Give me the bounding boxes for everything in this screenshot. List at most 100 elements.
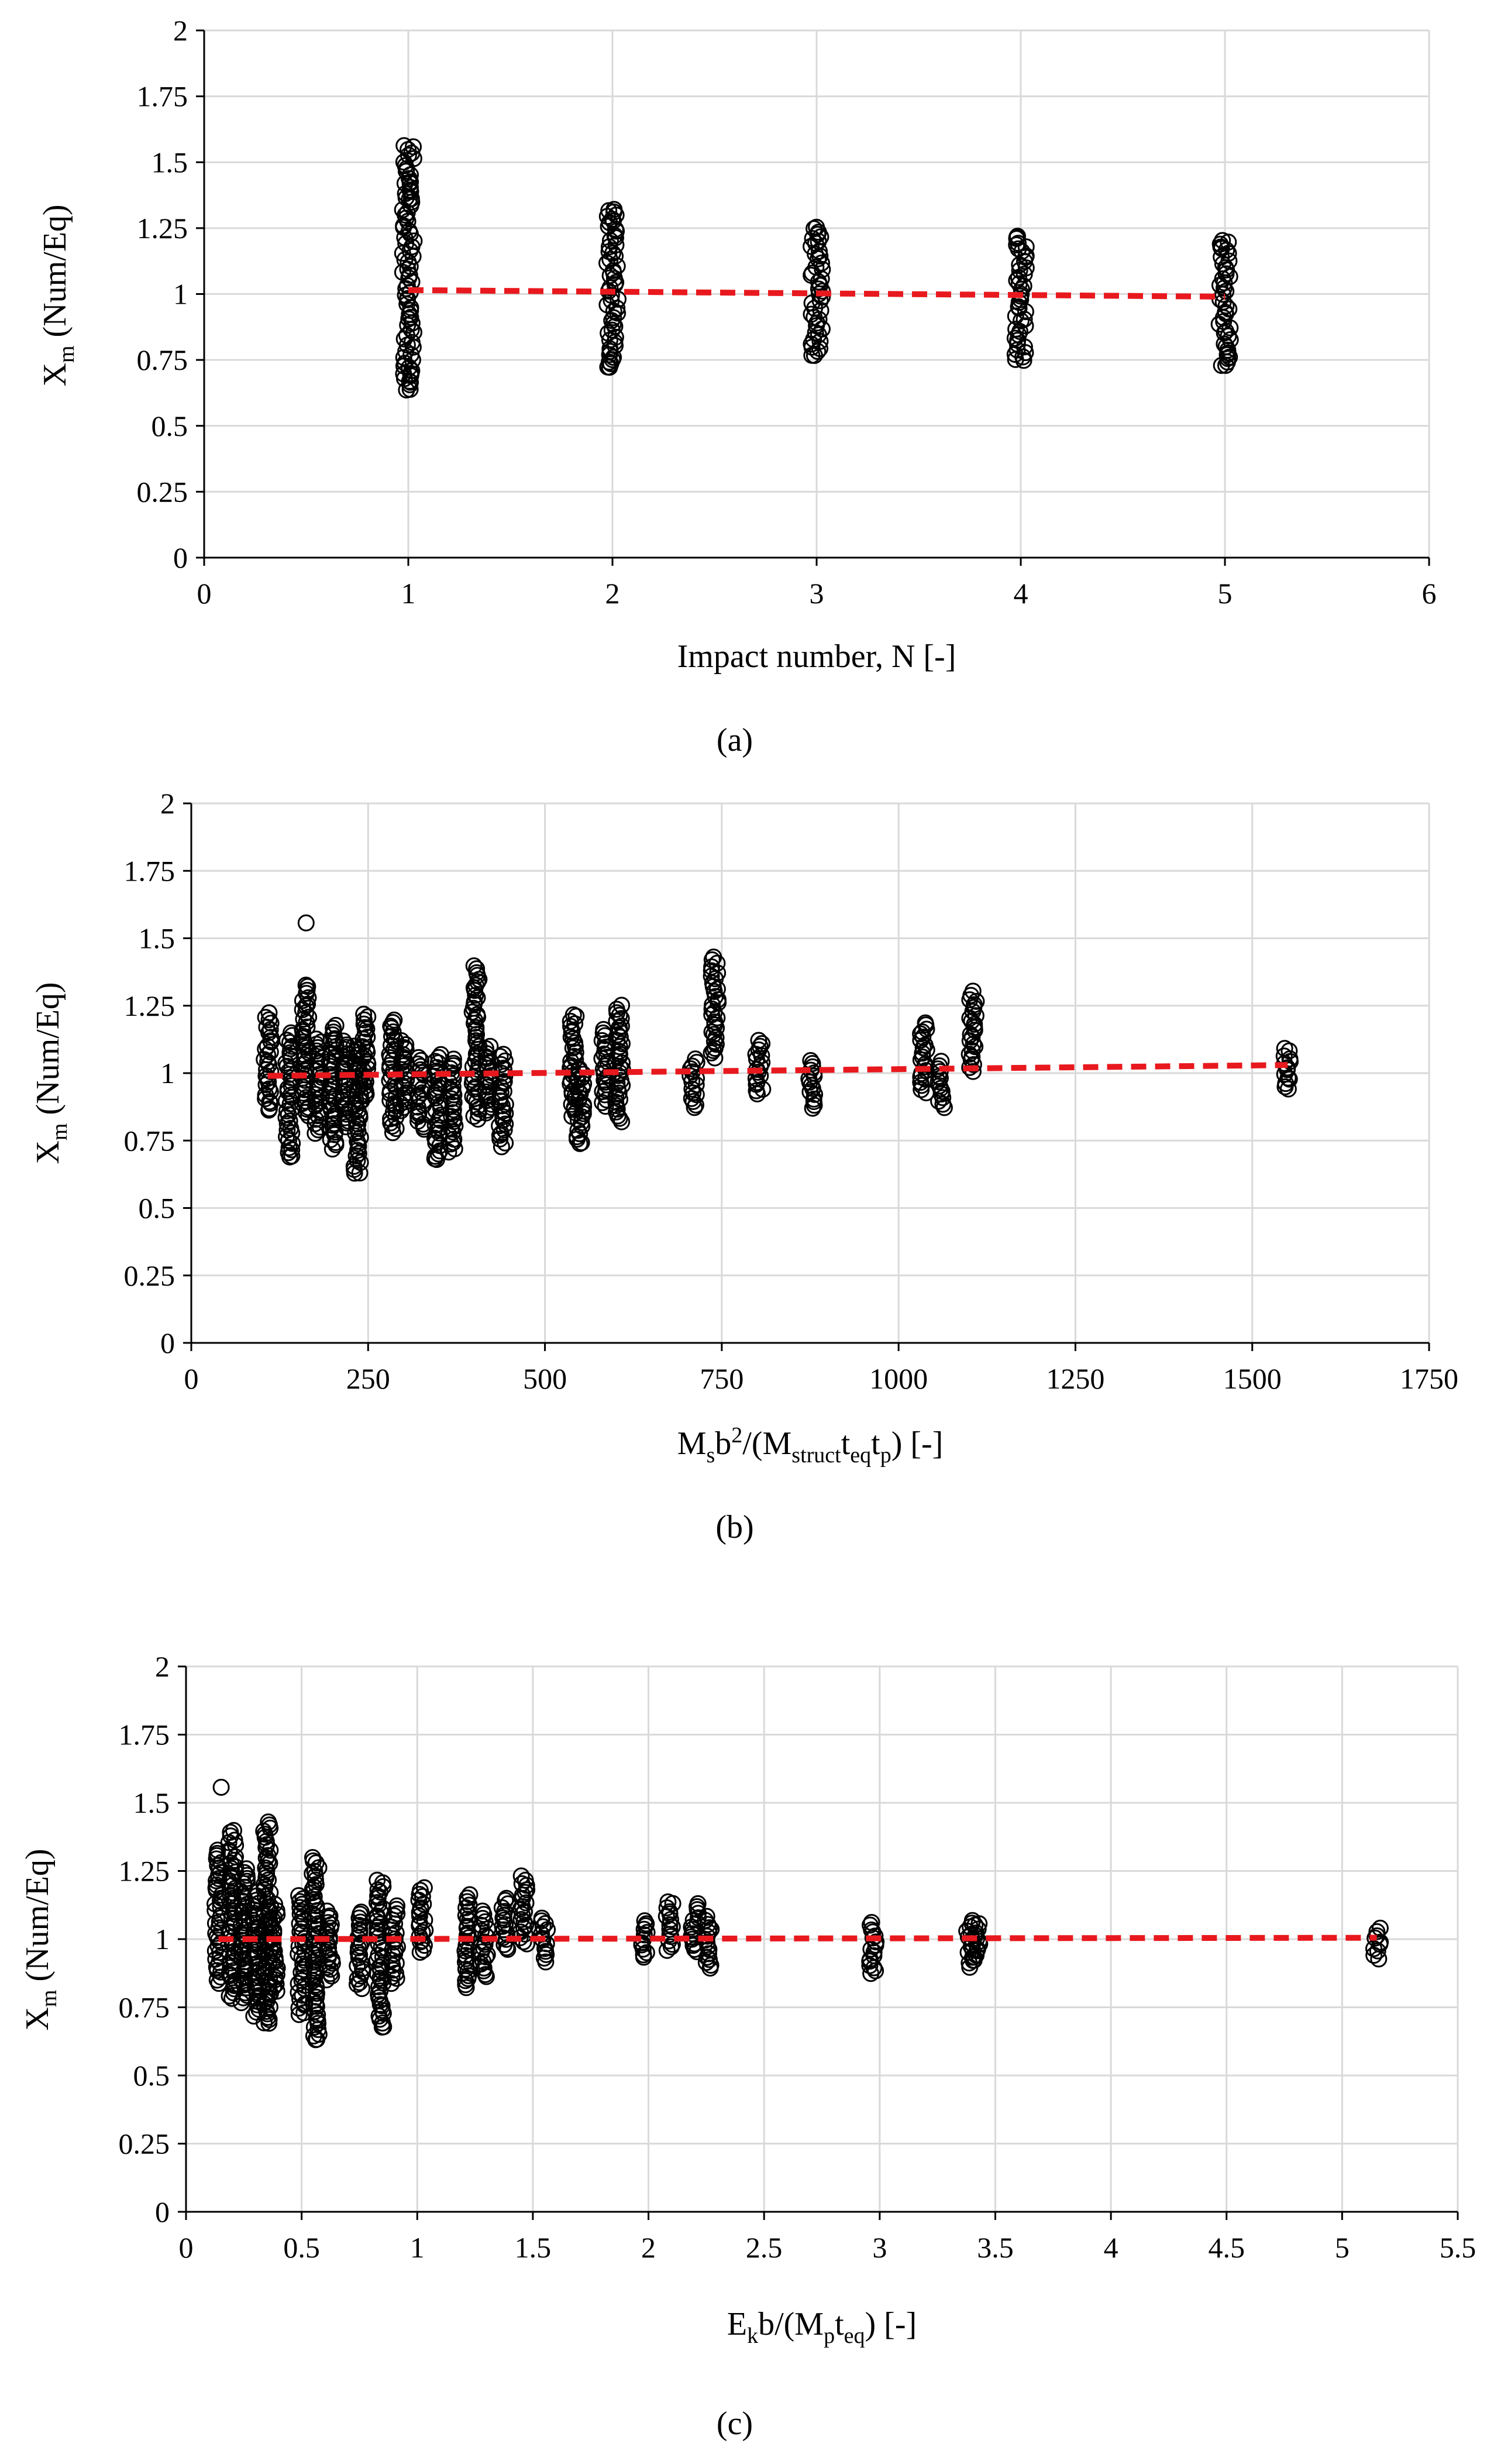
data-point <box>1007 320 1025 338</box>
y-tick-label: 1 <box>160 1057 175 1090</box>
data-point <box>297 977 315 994</box>
data-point <box>443 1090 460 1108</box>
y-tick-label: 2 <box>160 787 175 820</box>
panel-a: 0 0.25 0.5 0.75 1 1.25 1.5 1.75 2 0 1 2 3 4 5 6 Xm (Num/… <box>37 14 1437 758</box>
data-point <box>495 1121 513 1139</box>
data-point <box>397 235 415 252</box>
data-point <box>804 1054 821 1072</box>
data-point <box>268 1982 285 2000</box>
data-point <box>259 1853 277 1870</box>
data-point <box>569 1071 587 1089</box>
data-point <box>635 1926 653 1944</box>
x-tick-label: 1000 <box>869 1362 928 1395</box>
data-point <box>564 1006 582 1023</box>
x-tick-label: 3 <box>872 2231 887 2264</box>
data-group <box>1006 228 1035 369</box>
data-group <box>965 1915 989 1969</box>
data-point <box>964 982 982 1000</box>
data-point <box>804 230 821 248</box>
data-point <box>457 1960 474 1978</box>
x-tick-label: 1500 <box>1223 1362 1282 1395</box>
data-point <box>444 1083 462 1101</box>
data-point <box>801 1083 819 1101</box>
data-point <box>350 1939 367 1957</box>
data-point <box>681 1067 699 1085</box>
y-tick-label: 2 <box>173 14 188 47</box>
data-point <box>457 1907 474 1925</box>
data-point <box>751 1037 769 1055</box>
y-axis-label: Xm (Num/Eq) <box>37 204 79 386</box>
x-tick-label: 500 <box>523 1362 567 1395</box>
data-group <box>353 1005 377 1109</box>
y-tick-label: 1.75 <box>137 80 188 113</box>
x-tick-label: 1750 <box>1400 1362 1458 1395</box>
data-point <box>294 1909 311 1926</box>
data-point <box>808 218 825 236</box>
data-point <box>266 1895 284 1913</box>
data-point <box>803 346 821 364</box>
data-point <box>689 1895 707 1912</box>
data-point <box>497 1052 514 1070</box>
data-point <box>346 1164 363 1182</box>
data-point <box>934 1095 952 1113</box>
data-point <box>513 1875 531 1892</box>
data-point <box>473 1922 490 1940</box>
data-point <box>318 1902 336 1920</box>
data-group <box>318 1902 341 1989</box>
data-point <box>369 1871 386 1889</box>
data-point <box>868 1933 885 1951</box>
data-point <box>384 1957 401 1974</box>
y-tick-label: 0.25 <box>124 1259 175 1292</box>
x-axis-label: Msb2/(Mstructteqtp) [-] <box>677 1423 944 1468</box>
data-point <box>387 1120 405 1138</box>
data-point <box>1368 1927 1386 1944</box>
data-point <box>260 1004 278 1022</box>
y-axis-label: Xm (Num/Eq) <box>19 1848 61 2030</box>
data-point <box>257 1009 274 1026</box>
data-group <box>1275 1040 1299 1098</box>
y-tick-label: 1.75 <box>124 854 175 887</box>
data-point <box>222 1823 239 1841</box>
trend-line <box>267 1062 1288 1079</box>
data-group <box>598 201 627 376</box>
data-point <box>412 1933 429 1951</box>
data-group <box>912 1014 935 1102</box>
data-point <box>604 351 621 369</box>
data-point <box>496 1903 514 1920</box>
trend-line <box>218 1934 1377 1942</box>
x-tick-label: 2 <box>605 577 620 610</box>
data-point <box>481 1037 499 1055</box>
data-point <box>459 1889 476 1907</box>
data-point <box>262 1015 280 1032</box>
x-tick-label: 0.5 <box>283 2231 320 2264</box>
x-tick-label: 250 <box>346 1362 390 1395</box>
data-point <box>491 1048 509 1066</box>
data-point <box>226 1831 243 1849</box>
data-point <box>299 995 316 1013</box>
x-tick-label: 1 <box>410 2231 425 2264</box>
data-point <box>570 1060 588 1077</box>
data-point <box>1016 266 1033 283</box>
data-point <box>1010 275 1028 293</box>
y-tick-label: 0.75 <box>124 1124 175 1157</box>
x-tick-label: 4 <box>1014 577 1028 610</box>
y-tick-label: 0.25 <box>137 475 188 508</box>
data-point <box>412 1899 429 1916</box>
x-tick-label: 2 <box>641 2231 656 2264</box>
data-point <box>1017 317 1034 335</box>
data-point <box>917 1014 934 1032</box>
data-point <box>396 251 414 269</box>
data-point <box>701 1951 718 1968</box>
y-tick-label: 0 <box>155 2195 170 2228</box>
data-point <box>966 1015 983 1033</box>
y-tick-label: 1.25 <box>137 212 188 245</box>
data-point <box>1221 348 1238 366</box>
data-point <box>411 1882 429 1899</box>
data-point <box>457 1972 474 1989</box>
data-point <box>282 1119 300 1137</box>
data-group <box>929 1053 953 1116</box>
data-point <box>966 1038 984 1056</box>
data-point <box>1011 323 1028 341</box>
data-point <box>970 1915 988 1933</box>
data-point <box>600 324 617 342</box>
